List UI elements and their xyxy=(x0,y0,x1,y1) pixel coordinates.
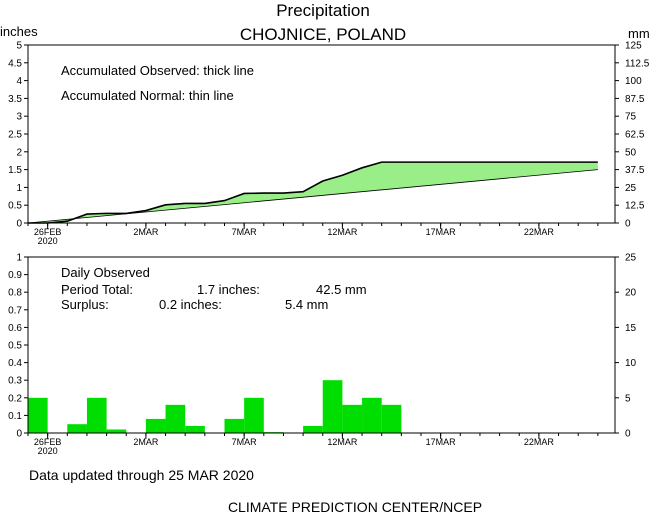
daily-axes: 00.10.20.30.40.50.60.70.80.9105101520252… xyxy=(8,253,636,457)
y-tick-label-left: 3.5 xyxy=(8,94,22,105)
y-tick-label-left: 1 xyxy=(16,183,22,194)
unit-left-label: inches xyxy=(0,24,38,39)
x-tick-label: 2MAR xyxy=(133,227,159,237)
normal-accumulated-line xyxy=(27,169,598,224)
y-tick-label-left: 2 xyxy=(16,147,22,158)
daily-bar xyxy=(185,425,205,433)
surplus-label: Surplus: xyxy=(61,297,109,312)
legend-observed: Accumulated Observed: thick line xyxy=(61,63,254,78)
daily-bar xyxy=(322,380,343,433)
y-tick-label-left: 0.4 xyxy=(8,358,22,369)
y-tick-label-left: 1.5 xyxy=(8,165,22,176)
y-tick-label-right: 0 xyxy=(625,429,631,440)
surplus-inches: 0.2 inches: xyxy=(159,297,222,312)
y-tick-label-left: 0.7 xyxy=(8,305,22,316)
x-tick-label: 7MAR xyxy=(232,227,258,237)
daily-bar xyxy=(224,418,245,433)
daily-bar xyxy=(165,404,186,433)
y-tick-label-left: 0.6 xyxy=(8,323,22,334)
y-tick-label-left: 0.9 xyxy=(8,270,22,281)
daily-bar xyxy=(145,418,166,433)
x-tick-label: 26FEB xyxy=(34,437,62,447)
y-tick-label-right: 125 xyxy=(625,41,642,52)
observed-accumulated-line xyxy=(28,161,598,224)
y-tick-label-left: 1 xyxy=(16,253,22,264)
daily-bar xyxy=(381,404,402,433)
y-tick-label-left: 0.5 xyxy=(8,341,22,352)
surplus-mm: 5.4 mm xyxy=(285,297,328,312)
y-tick-label-left: 5 xyxy=(16,41,22,52)
credit-line: CLIMATE PREDICTION CENTER/NCEP xyxy=(228,499,482,515)
daily-bar xyxy=(303,425,323,433)
y-tick-label-left: 0 xyxy=(16,429,22,440)
y-tick-label-right: 87.5 xyxy=(625,94,645,105)
y-tick-label-left: 0.3 xyxy=(8,376,22,387)
daily-bar xyxy=(28,397,48,433)
y-tick-label-left: 2.5 xyxy=(8,130,22,141)
daily-bar xyxy=(342,404,363,433)
surplus-area xyxy=(28,162,598,223)
y-tick-label-right: 37.5 xyxy=(625,165,645,176)
chart-title: Precipitation xyxy=(276,1,370,20)
y-tick-label-right: 25 xyxy=(625,253,637,264)
daily-bar xyxy=(244,397,264,433)
x-tick-label: 22MAR xyxy=(524,227,555,237)
x-tick-label: 22MAR xyxy=(524,437,555,447)
y-tick-label-right: 75 xyxy=(625,112,637,123)
x-tick-label: 12MAR xyxy=(327,227,358,237)
y-tick-label-right: 100 xyxy=(625,76,642,87)
daily-bar xyxy=(362,397,382,433)
chart-location: CHOJNICE, POLAND xyxy=(240,25,406,44)
data-updated-note: Data updated through 25 MAR 2020 xyxy=(29,467,254,483)
period-total-inches: 1.7 inches: xyxy=(197,282,260,297)
accumulated-panel: 00.511.522.533.544.55012.52537.55062.575… xyxy=(8,41,650,247)
y-tick-label-right: 10 xyxy=(625,358,637,369)
x-tick-label: 17MAR xyxy=(426,437,457,447)
x-tick-label: 2MAR xyxy=(133,437,159,447)
x-year-label: 2020 xyxy=(38,236,58,246)
x-tick-label: 12MAR xyxy=(327,437,358,447)
daily-bars xyxy=(28,380,402,433)
accumulated-axes: 00.511.522.533.544.55012.52537.55062.575… xyxy=(8,41,650,247)
unit-right-label: mm xyxy=(628,26,650,41)
y-tick-label-left: 0.8 xyxy=(8,288,22,299)
y-tick-label-left: 0.2 xyxy=(8,393,22,404)
y-tick-label-right: 12.5 xyxy=(625,201,645,212)
period-total-mm: 42.5 mm xyxy=(316,282,367,297)
x-tick-label: 26FEB xyxy=(34,227,62,237)
y-tick-label-right: 112.5 xyxy=(625,58,650,69)
y-tick-label-left: 0.1 xyxy=(8,411,22,422)
daily-panel: 00.10.20.30.40.50.60.70.80.9105101520252… xyxy=(8,253,636,457)
y-tick-label-right: 5 xyxy=(625,393,631,404)
x-year-label: 2020 xyxy=(38,446,58,456)
x-tick-label: 17MAR xyxy=(426,227,457,237)
y-tick-label-right: 50 xyxy=(625,147,637,158)
y-tick-label-left: 0.5 xyxy=(8,201,22,212)
y-tick-label-right: 62.5 xyxy=(625,130,645,141)
accumulated-plot-area xyxy=(27,161,598,224)
legend-normal: Accumulated Normal: thin line xyxy=(61,88,234,103)
daily-heading: Daily Observed xyxy=(61,265,150,280)
daily-bar xyxy=(106,429,127,433)
x-tick-label: 7MAR xyxy=(232,437,258,447)
y-tick-label-right: 20 xyxy=(625,288,637,299)
period-total-label: Period Total: xyxy=(61,282,133,297)
y-tick-label-left: 0 xyxy=(16,219,22,230)
y-tick-label-left: 4.5 xyxy=(8,58,22,69)
y-tick-label-right: 15 xyxy=(625,323,637,334)
y-tick-label-right: 25 xyxy=(625,183,637,194)
daily-bar xyxy=(67,424,87,433)
y-tick-label-left: 3 xyxy=(16,112,22,123)
daily-bar xyxy=(86,397,107,433)
y-tick-label-left: 4 xyxy=(16,76,22,87)
y-tick-label-right: 0 xyxy=(625,219,631,230)
